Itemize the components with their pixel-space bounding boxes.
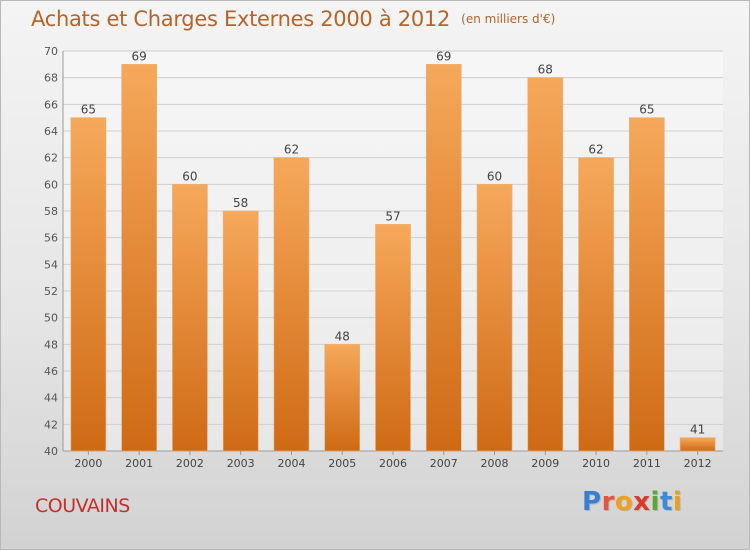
y-tick-label: 54 — [44, 258, 58, 271]
bar — [70, 117, 107, 452]
y-tick-label: 68 — [44, 72, 58, 85]
place-name: COUVAINS — [35, 495, 130, 517]
bar-value-label: 57 — [385, 209, 400, 223]
y-tick-label: 42 — [44, 418, 58, 431]
brand-logo-letter: x — [633, 487, 651, 517]
x-tick-label: 2006 — [379, 457, 407, 470]
y-tick-label: 58 — [44, 205, 58, 218]
y-tick-label: 60 — [44, 178, 58, 191]
bar-value-label: 48 — [335, 329, 350, 343]
x-tick-label: 2003 — [227, 457, 255, 470]
y-tick-label: 62 — [44, 152, 58, 165]
bar-value-label: 60 — [487, 169, 502, 183]
bar — [324, 344, 361, 452]
bar — [172, 184, 208, 452]
brand-logo-letter: i — [650, 487, 660, 517]
y-tick-label: 44 — [44, 392, 58, 405]
x-tick-label: 2001 — [125, 457, 153, 470]
y-tick-label: 40 — [44, 445, 58, 458]
bar-value-label: 60 — [182, 169, 197, 183]
y-tick-label: 64 — [44, 125, 58, 138]
bar-value-label: 65 — [81, 103, 96, 117]
brand-logo-letter: P — [582, 487, 602, 517]
chart-title: Achats et Charges Externes 2000 à 2012 — [31, 7, 451, 31]
x-tick-label: 2005 — [328, 457, 356, 470]
bar-value-label: 62 — [284, 143, 299, 157]
y-tick-label: 46 — [44, 365, 58, 378]
bar — [222, 210, 259, 452]
bar — [476, 184, 513, 452]
brand-logo-letter: r — [601, 487, 615, 517]
x-tick-label: 2004 — [277, 457, 305, 470]
x-tick-label: 2000 — [74, 457, 102, 470]
x-tick-label: 2009 — [531, 457, 559, 470]
bar-value-label: 65 — [639, 103, 654, 117]
bar — [629, 117, 665, 452]
title-row: Achats et Charges Externes 2000 à 2012 (… — [31, 7, 555, 31]
y-tick-label: 52 — [44, 285, 58, 298]
y-tick-label: 48 — [44, 338, 58, 351]
x-tick-label: 2008 — [481, 457, 509, 470]
brand-logo-letter: o — [614, 487, 634, 517]
bar-value-label: 69 — [132, 49, 147, 63]
bar — [375, 224, 411, 452]
x-tick-label: 2007 — [430, 457, 458, 470]
bar-value-label: 62 — [588, 143, 603, 157]
x-tick-label: 2010 — [582, 457, 610, 470]
brand-logo: Proxiti — [582, 487, 682, 517]
bar-value-label: 69 — [436, 49, 451, 63]
bar-value-label: 68 — [538, 63, 553, 77]
bar — [527, 77, 564, 452]
bar-value-label: 41 — [690, 423, 705, 437]
bar — [679, 437, 716, 452]
y-tick-label: 50 — [44, 312, 58, 325]
bar-value-label: 58 — [233, 196, 248, 210]
y-tick-label: 66 — [44, 98, 58, 111]
bar — [273, 157, 310, 452]
brand-logo-letter: i — [672, 487, 683, 517]
bar — [425, 64, 462, 452]
x-tick-label: 2012 — [684, 457, 712, 470]
y-tick-label: 56 — [44, 232, 58, 245]
bar — [121, 64, 157, 452]
chart-unit: (en milliers d'€) — [461, 12, 556, 26]
y-tick-label: 70 — [44, 45, 58, 58]
x-tick-label: 2011 — [633, 457, 661, 470]
x-tick-label: 2002 — [176, 457, 204, 470]
brand-logo-letter: t — [659, 487, 673, 517]
bar — [578, 157, 614, 452]
